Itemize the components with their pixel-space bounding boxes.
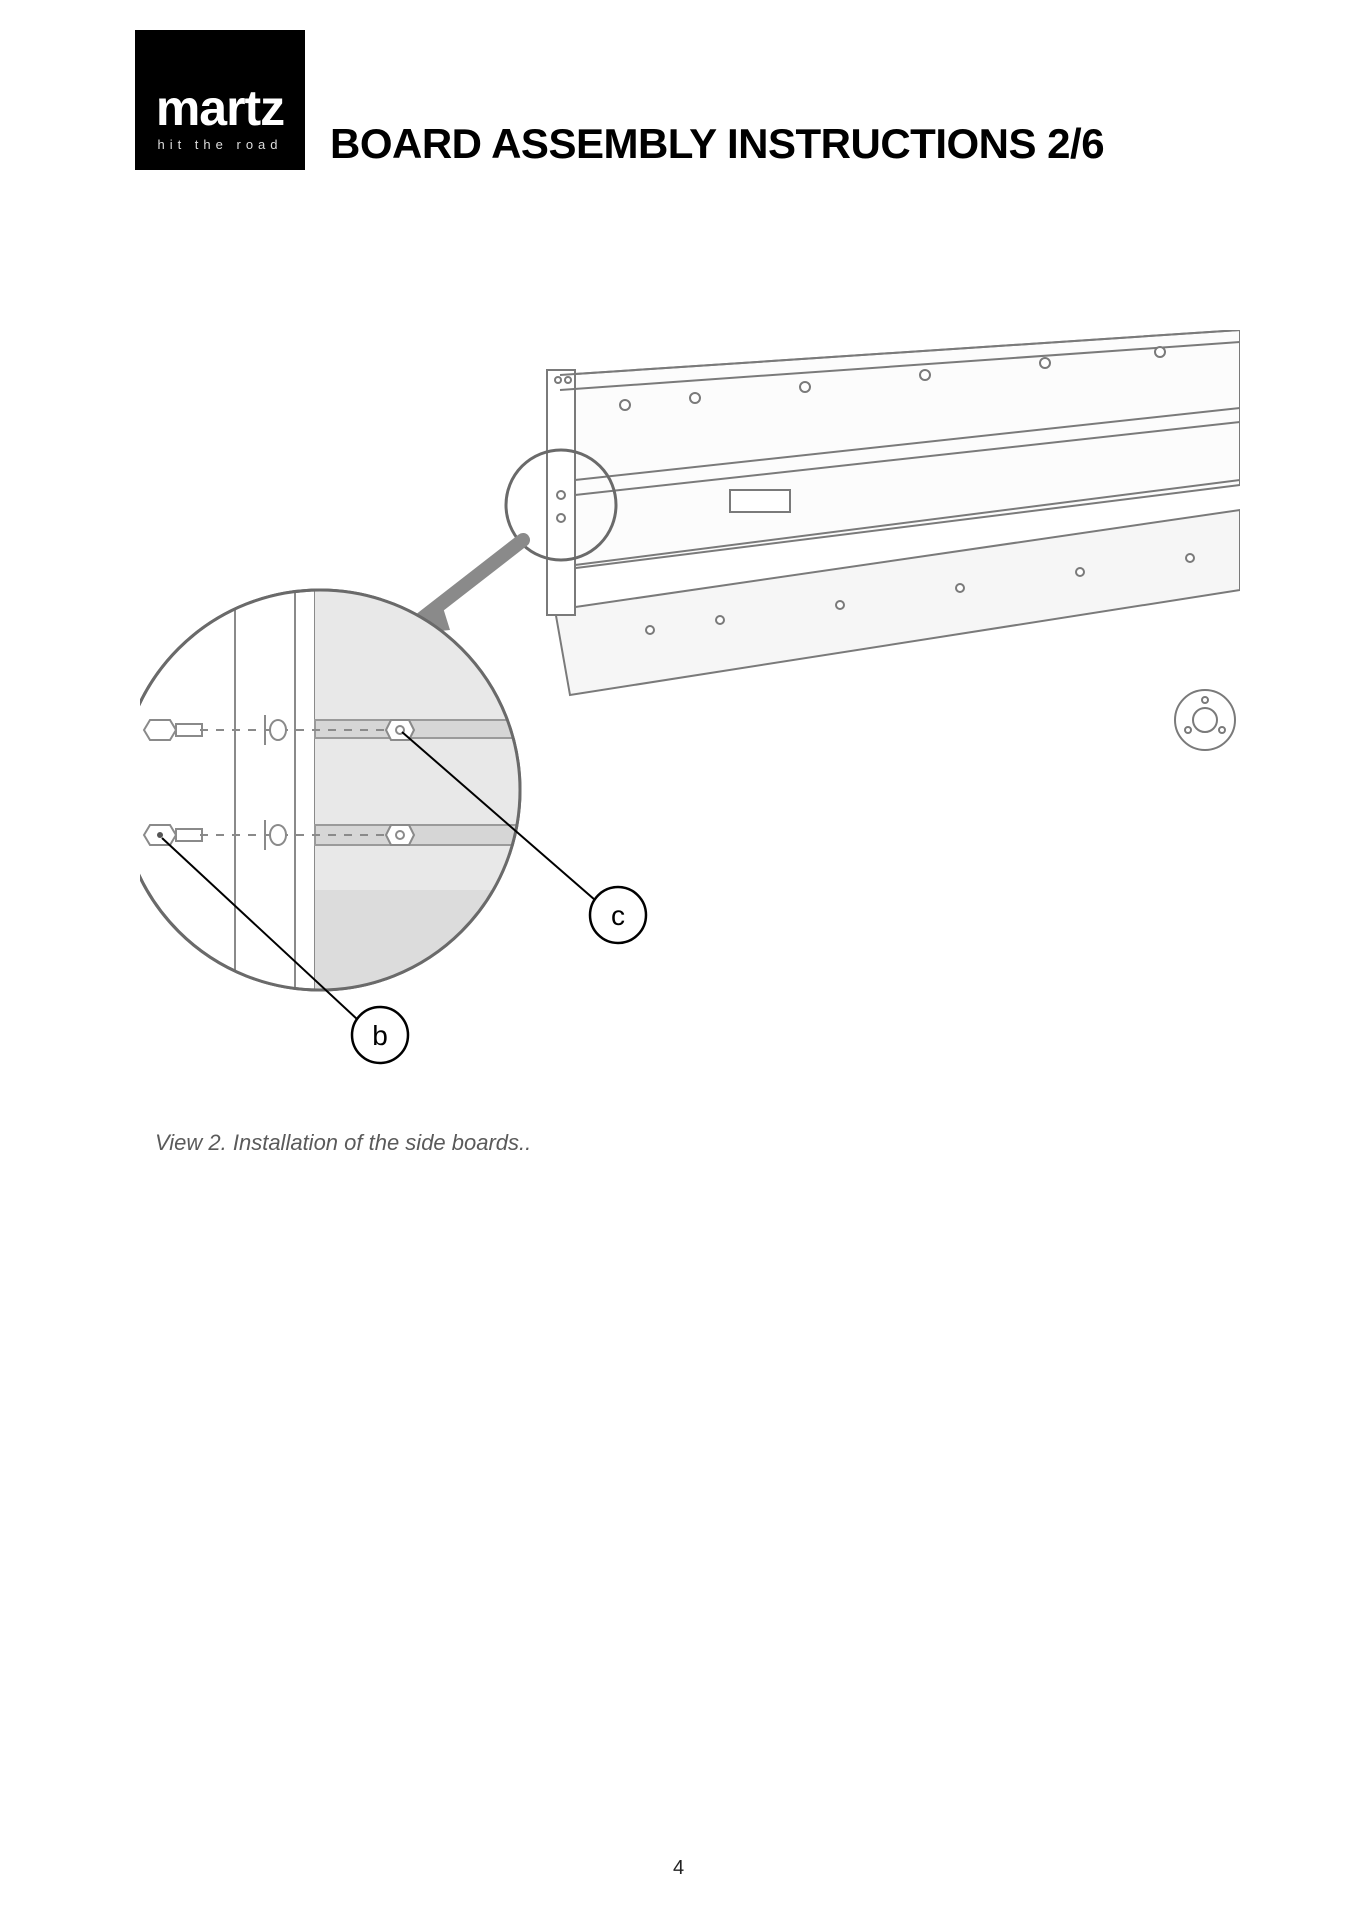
brand-name: martz [156, 83, 284, 133]
brand-logo: martz hit the road [135, 30, 305, 170]
callout-b: b [352, 1007, 408, 1063]
page-number: 4 [0, 1857, 1357, 1880]
page-title: BOARD ASSEMBLY INSTRUCTIONS 2/6 [330, 120, 1104, 168]
assembly-diagram: c b [140, 330, 1240, 1080]
diagram-svg: c b [140, 330, 1240, 1080]
callout-c-label: c [611, 900, 625, 931]
callout-c: c [590, 887, 646, 943]
page-root: martz hit the road BOARD ASSEMBLY INSTRU… [0, 0, 1357, 1920]
callout-b-label: b [372, 1020, 388, 1051]
figure-caption: View 2. Installation of the side boards.… [155, 1130, 531, 1156]
trailer-main [547, 330, 1240, 750]
brand-tagline: hit the road [157, 137, 282, 152]
